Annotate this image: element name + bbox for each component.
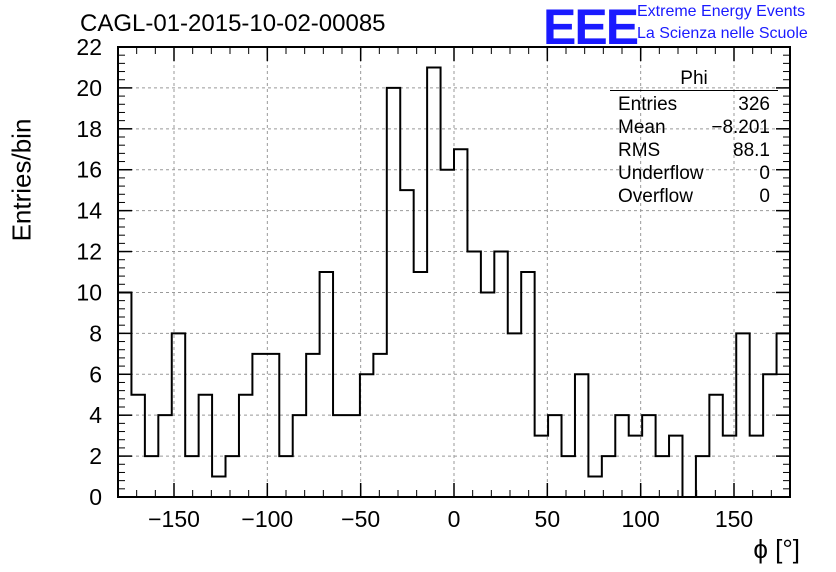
histogram-bin [642, 415, 655, 497]
histogram-bin [131, 395, 144, 497]
histogram-bin [521, 272, 534, 497]
eee-logo-line2: La Scienza nelle Scuole [637, 25, 808, 42]
histogram-bin [279, 456, 292, 497]
stats-value: 0 [759, 186, 770, 207]
histogram-bin [158, 415, 171, 497]
stats-value: 326 [738, 94, 770, 115]
y-axis-label-box: Entries/bin [6, 110, 38, 250]
stats-row-rms: RMS 88.1 [610, 139, 778, 162]
histogram-bin [387, 88, 400, 497]
eee-logo-line1: Extreme Energy Events [637, 3, 806, 20]
histogram-bin [320, 272, 333, 497]
x-tick-label: 0 [448, 506, 461, 532]
histogram-bin [239, 395, 252, 497]
stats-row-mean: Mean −8.201 [610, 116, 778, 139]
histogram-bin [266, 354, 279, 497]
histogram-bin [212, 477, 225, 497]
histogram-bin [427, 67, 440, 497]
y-tick-label: 12 [76, 239, 102, 265]
y-tick-label: 6 [89, 361, 102, 387]
histogram-bin [723, 436, 736, 497]
stats-label: Mean [618, 117, 666, 138]
histogram-bin [306, 354, 319, 497]
y-tick-label: 20 [76, 75, 102, 101]
histogram-bin [777, 333, 790, 497]
histogram-bin [696, 456, 709, 497]
histogram-bin [467, 252, 480, 497]
tick-labels: 0 2 4 6 8 10 12 14 16 18 20 22 −150 −100 −50 0 50 100 150 [76, 34, 753, 532]
y-tick-label: 2 [89, 443, 102, 469]
chart-title: CAGL-01-2015-10-02-00085 [80, 10, 386, 37]
histogram-bin [709, 395, 722, 497]
histogram-bin [400, 190, 413, 497]
histogram-bin [145, 456, 158, 497]
eee-logo: EEE [543, 0, 639, 55]
stats-label: RMS [618, 140, 661, 161]
histogram-bin [185, 456, 198, 497]
y-tick-label: 10 [76, 279, 102, 305]
histogram-bin [750, 436, 763, 497]
y-tick-label: 16 [76, 157, 102, 183]
plot-frame [117, 46, 791, 498]
stats-label: Overflow [618, 186, 693, 207]
histogram-bin [252, 354, 265, 497]
histogram-bin [656, 456, 669, 497]
histogram-bin [360, 374, 373, 497]
histogram-bin [562, 456, 575, 497]
histogram-bin [629, 436, 642, 497]
stats-label: Entries [618, 94, 678, 115]
histogram-bin [172, 333, 185, 497]
stats-value: 88.1 [733, 140, 770, 161]
histogram-bin [454, 149, 467, 497]
grid-lines [118, 47, 790, 497]
histogram-bin [508, 333, 521, 497]
histogram-bin [333, 415, 346, 497]
histogram-bin [118, 292, 131, 497]
x-axis-label: ϕ [°] [753, 534, 800, 564]
stats-title: Phi [680, 68, 708, 89]
histogram-bin [293, 415, 306, 497]
x-tick-label: 150 [715, 506, 753, 532]
histogram-bin [226, 456, 239, 497]
histogram-bin [535, 436, 548, 497]
x-tick-label: −150 [148, 506, 200, 532]
y-tick-label: 8 [89, 320, 102, 346]
y-tick-label: 22 [76, 34, 102, 60]
histogram-outline [118, 66, 790, 498]
histogram-bin [736, 333, 749, 497]
y-tick-label: 0 [89, 484, 102, 510]
histogram-bin [481, 292, 494, 497]
histogram-bin [575, 374, 588, 497]
histogram-bin [602, 456, 615, 497]
stats-value: 0 [759, 163, 770, 184]
x-tick-label: 50 [535, 506, 561, 532]
histogram-bin [588, 477, 601, 497]
y-tick-label: 14 [76, 198, 102, 224]
histogram-bin [373, 354, 386, 497]
histogram-bin [615, 415, 628, 497]
stats-box: Phi Entries 326 Mean −8.201 RMS 88.1 Underf… [610, 68, 778, 208]
histogram-bin [548, 415, 561, 497]
histogram-bin [763, 374, 776, 497]
x-tick-label: −50 [341, 506, 380, 532]
histogram-bin [669, 436, 682, 497]
histogram-bin [199, 395, 212, 497]
y-tick-label: 18 [76, 116, 102, 142]
stats-row-underflow: Underflow 0 [610, 162, 778, 185]
stats-label: Underflow [618, 163, 704, 184]
stats-row-entries: Entries 326 [610, 93, 778, 116]
histogram-bin [494, 252, 507, 497]
x-tick-label: −100 [241, 506, 293, 532]
y-tick-label: 4 [89, 402, 102, 428]
histogram-bin [441, 170, 454, 497]
histogram-bin [414, 272, 427, 497]
x-tick-label: 100 [621, 506, 659, 532]
histogram-bin [346, 415, 359, 497]
stats-divider [610, 90, 778, 91]
stats-value: −8.201 [711, 117, 770, 138]
y-axis-label: Entries/bin [6, 118, 37, 242]
stats-row-overflow: Overflow 0 [610, 185, 778, 208]
